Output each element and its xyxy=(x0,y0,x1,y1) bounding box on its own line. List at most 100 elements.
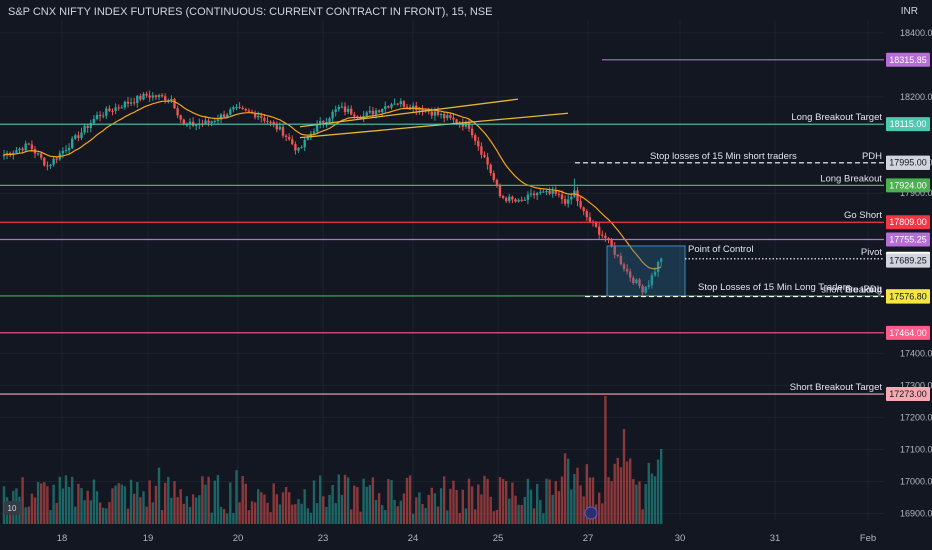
candle-body xyxy=(229,109,232,115)
price-badge-text: 17995.00 xyxy=(889,158,927,168)
candle-body xyxy=(154,95,158,98)
candle-body xyxy=(557,193,561,195)
candle-body xyxy=(526,194,530,200)
candle-body xyxy=(105,108,108,116)
y-tick-label: 17200.00 xyxy=(900,412,932,422)
candle-body xyxy=(585,211,588,218)
volume-bar xyxy=(501,479,505,524)
candle-body xyxy=(247,110,251,112)
volume-bar xyxy=(232,513,235,524)
volume-bar xyxy=(467,478,471,524)
volume-bar xyxy=(536,483,539,524)
volume-bar xyxy=(458,512,461,524)
candle-body xyxy=(635,279,638,283)
candle-body xyxy=(477,140,480,147)
point-of-control-box xyxy=(606,245,686,297)
volume-bar xyxy=(136,482,139,524)
volume-bar xyxy=(576,467,579,524)
y-tick-label: 17400.00 xyxy=(900,348,932,358)
volume-bar xyxy=(532,508,536,524)
volume-bar xyxy=(340,494,344,524)
level-label: Go Long xyxy=(846,285,882,296)
candle-body xyxy=(55,158,58,160)
candle-body xyxy=(443,114,446,119)
candle-body xyxy=(257,115,260,118)
candle-body xyxy=(232,107,235,110)
candle-body xyxy=(40,153,43,158)
candle-body xyxy=(582,207,585,212)
volume-bar xyxy=(71,476,74,524)
candle-body xyxy=(213,121,216,123)
candle-body xyxy=(430,111,433,116)
volume-bar xyxy=(560,476,564,524)
candle-body xyxy=(182,119,185,125)
volume-bar xyxy=(269,512,272,524)
volume-bar xyxy=(89,500,92,524)
price-badge-text: 18315.85 xyxy=(889,55,927,65)
volume-bar xyxy=(148,480,151,524)
volume-bar xyxy=(24,507,27,524)
candle-body xyxy=(501,196,505,198)
volume-bar xyxy=(635,484,638,524)
volume-bar xyxy=(579,485,582,524)
candle-body xyxy=(343,106,347,113)
volume-bar xyxy=(474,509,477,524)
volume-bar xyxy=(539,500,542,524)
candle-body xyxy=(576,190,579,202)
volume-bar xyxy=(77,483,80,524)
volume-bar xyxy=(526,478,530,524)
volume-bar xyxy=(582,496,585,524)
level-label: PDH xyxy=(862,151,882,162)
volume-bar xyxy=(622,429,626,524)
candle-body xyxy=(467,122,471,129)
candle-body xyxy=(613,246,616,255)
candle-body xyxy=(328,118,331,122)
candle-body xyxy=(216,119,220,122)
candle-body xyxy=(148,95,151,98)
candle-body xyxy=(139,95,142,100)
volume-bar xyxy=(126,508,130,524)
volume-bar xyxy=(176,497,179,524)
volume-bar xyxy=(424,508,427,524)
volume-bar xyxy=(195,497,198,524)
candle-body xyxy=(278,126,282,130)
level-label: short breakout xyxy=(821,285,882,296)
volume-bar xyxy=(610,481,613,524)
candle-body xyxy=(567,199,570,204)
candle-body xyxy=(377,110,381,113)
candle-body xyxy=(179,115,182,120)
volume-bar xyxy=(319,475,322,524)
y-tick-label: 17300.00 xyxy=(900,380,932,390)
candle-body xyxy=(222,114,226,118)
candle-body xyxy=(346,108,350,113)
candle-body xyxy=(64,150,68,152)
candle-body xyxy=(368,110,371,113)
volume-bar xyxy=(446,510,449,524)
candle-body xyxy=(61,150,65,154)
candle-body xyxy=(173,98,176,109)
candle-body xyxy=(511,196,514,200)
candle-body xyxy=(638,279,641,286)
price-badge xyxy=(886,155,930,170)
candle-body xyxy=(126,101,130,104)
volume-bar xyxy=(300,503,303,524)
volume-bar xyxy=(325,506,328,524)
x-tick-label: 30 xyxy=(675,533,686,544)
currency-label: INR xyxy=(900,6,918,17)
candle-body xyxy=(387,106,390,108)
candle-body xyxy=(517,199,520,202)
volume-bar xyxy=(247,510,251,524)
volume-bar xyxy=(250,501,254,524)
candle-body xyxy=(371,110,375,115)
price-badge xyxy=(886,325,930,340)
level-label: Go Short xyxy=(844,210,882,221)
candle-body xyxy=(641,285,644,293)
candle-body xyxy=(207,120,210,123)
candle-body xyxy=(117,107,120,109)
candle-body xyxy=(52,158,55,165)
candle-body xyxy=(337,107,340,110)
volume-bar xyxy=(384,509,387,524)
volume-bar xyxy=(563,453,567,524)
